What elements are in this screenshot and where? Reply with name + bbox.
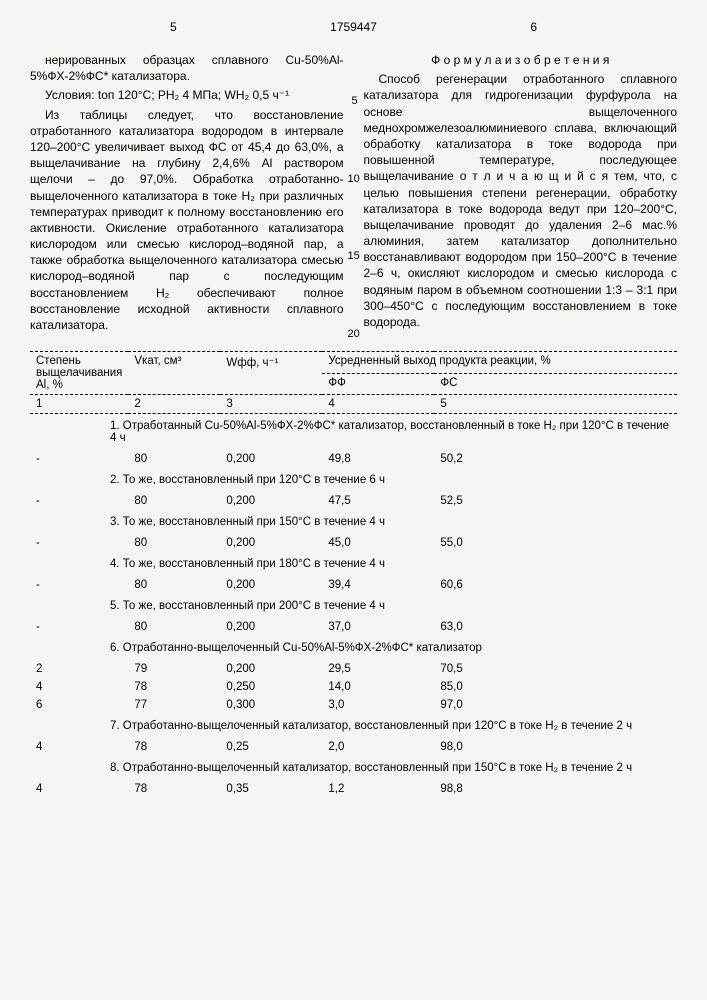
table-row: -800,20049,850,2 [30,450,677,468]
left-column: нерированных образцах сплавного Cu-50%Al… [30,49,344,336]
cell-c1: - [30,492,128,510]
cell-c2: 78 [128,780,220,798]
table-row: -800,20037,063,0 [30,618,677,636]
cell-c5: 98,8 [434,780,677,798]
cell-c4: 45,0 [322,534,434,552]
th-c1: Степень выщелачивания Al, % [30,352,128,395]
cell-c5: 85,0 [434,678,677,696]
colnum-3: 3 [220,395,322,414]
results-table: Степень выщелачивания Al, % Vкат, см³ Wф… [30,351,677,798]
cell-c1: - [30,534,128,552]
cell-c1: 4 [30,780,128,798]
cell-c3: 0,200 [220,576,322,594]
cell-c4: 2,0 [322,738,434,756]
cell-c5: 52,5 [434,492,677,510]
line-15: 15 [348,249,360,264]
cell-c2: 80 [128,450,220,468]
cell-c4: 49,8 [322,450,434,468]
left-p1: нерированных образцах сплавного Cu-50%Al… [30,52,344,84]
cell-c4: 47,5 [322,492,434,510]
page-numbers: 5 1759447 6 [30,20,677,34]
table-row: 4780,351,298,8 [30,780,677,798]
section-title: 4. То же, восстановленный при 180°C в те… [30,552,677,576]
cell-c1: - [30,576,128,594]
page-left: 5 [170,20,177,34]
th-c5: ФС [434,373,677,395]
colnum-2: 2 [128,395,220,414]
cell-c1: 4 [30,678,128,696]
section-title: 7. Отработанно-выщелоченный катализатор,… [30,714,677,738]
cell-c5: 50,2 [434,450,677,468]
section-title: 5. То же, восстановленный при 200°C в те… [30,594,677,618]
line-20: 20 [348,327,360,342]
cell-c4: 3,0 [322,696,434,714]
cell-c2: 78 [128,738,220,756]
cell-c3: 0,200 [220,618,322,636]
cell-c2: 77 [128,696,220,714]
cell-c1: 4 [30,738,128,756]
section-title: 6. Отработанно-выщелоченный Cu-50%Al-5%Ф… [30,636,677,660]
colnum-1: 1 [30,395,128,414]
right-p1: Способ регенерации отработанного сплавно… [364,71,678,330]
table-row: 4780,25014,085,0 [30,678,677,696]
cell-c2: 80 [128,618,220,636]
colnum-5: 5 [434,395,677,414]
cell-c2: 80 [128,492,220,510]
cell-c4: 39,4 [322,576,434,594]
colnum-4: 4 [322,395,434,414]
table-row: 2790,20029,570,5 [30,660,677,678]
th-c45: Усредненный выход продукта реакции, % [322,352,677,374]
line-10: 10 [348,172,360,187]
cell-c5: 60,6 [434,576,677,594]
cell-c3: 0,200 [220,660,322,678]
cell-c2: 78 [128,678,220,696]
section-title: 8. Отработанно-выщелоченный катализатор,… [30,756,677,780]
right-column: Ф о р м у л а и з о б р е т е н и я Спос… [364,49,678,336]
cell-c3: 0,25 [220,738,322,756]
cell-c1: 2 [30,660,128,678]
cell-c1: - [30,618,128,636]
th-c2: Vкат, см³ [128,352,220,395]
section-title: 2. То же, восстановленный при 120°C в те… [30,468,677,492]
cell-c5: 63,0 [434,618,677,636]
th-c3: Wфф, ч⁻¹ [220,352,322,395]
cell-c5: 55,0 [434,534,677,552]
cell-c3: 0,250 [220,678,322,696]
cell-c3: 0,200 [220,492,322,510]
table-row: 6770,3003,097,0 [30,696,677,714]
cell-c3: 0,300 [220,696,322,714]
table-row: -800,20047,552,5 [30,492,677,510]
cell-c5: 70,5 [434,660,677,678]
left-p2: Условия: tоп 120°C; PH₂ 4 МПа; WH₂ 0,5 ч… [30,87,344,103]
pub-number: 1759447 [330,20,377,34]
body-columns: нерированных образцах сплавного Cu-50%Al… [30,49,677,336]
th-c4: ФФ [322,373,434,395]
cell-c4: 14,0 [322,678,434,696]
line-5: 5 [352,94,358,109]
cell-c1: - [30,450,128,468]
cell-c2: 80 [128,576,220,594]
table-row: -800,20039,460,6 [30,576,677,594]
cell-c4: 29,5 [322,660,434,678]
cell-c3: 0,200 [220,534,322,552]
section-title: 3. То же, восстановленный при 150°C в те… [30,510,677,534]
cell-c5: 98,0 [434,738,677,756]
section-title: 1. Отработанный Cu-50%Al-5%ФХ-2%ФС* ката… [30,414,677,451]
left-p3: Из таблицы следует, что восстановление о… [30,107,344,334]
cell-c4: 1,2 [322,780,434,798]
cell-c3: 0,200 [220,450,322,468]
cell-c5: 97,0 [434,696,677,714]
cell-c4: 37,0 [322,618,434,636]
cell-c1: 6 [30,696,128,714]
cell-c2: 79 [128,660,220,678]
formula-title: Ф о р м у л а и з о б р е т е н и я [364,52,678,68]
cell-c3: 0,35 [220,780,322,798]
table-row: -800,20045,055,0 [30,534,677,552]
cell-c2: 80 [128,534,220,552]
table-row: 4780,252,098,0 [30,738,677,756]
page-right: 6 [530,20,537,34]
